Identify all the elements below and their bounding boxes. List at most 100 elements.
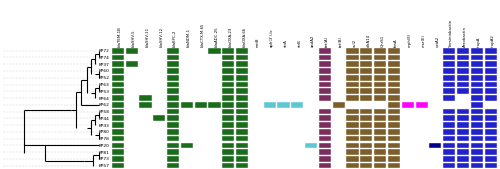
Bar (236, 163, 248, 168)
Bar (360, 109, 372, 114)
Bar (222, 48, 234, 54)
Bar (167, 88, 179, 94)
Bar (236, 75, 248, 81)
Bar (360, 122, 372, 128)
Bar (360, 68, 372, 74)
Bar (443, 88, 456, 94)
Bar (388, 75, 400, 81)
Bar (112, 88, 124, 94)
Bar (416, 102, 428, 108)
Bar (112, 115, 124, 121)
Bar (236, 156, 248, 162)
Bar (457, 61, 469, 67)
Bar (374, 82, 386, 87)
Bar (388, 129, 400, 135)
Bar (388, 102, 400, 108)
Bar (457, 136, 469, 141)
Bar (167, 129, 179, 135)
Bar (374, 75, 386, 81)
Bar (470, 82, 483, 87)
Bar (360, 55, 372, 60)
Bar (470, 75, 483, 81)
Bar (374, 122, 386, 128)
Bar (319, 75, 331, 81)
Bar (319, 149, 331, 155)
Bar (484, 48, 496, 54)
Bar (222, 88, 234, 94)
Bar (319, 142, 331, 148)
Bar (457, 109, 469, 114)
Bar (222, 163, 234, 168)
Bar (484, 88, 496, 94)
Bar (112, 48, 124, 54)
Bar (470, 55, 483, 60)
Bar (470, 61, 483, 67)
Bar (388, 149, 400, 155)
Bar (457, 122, 469, 128)
Bar (470, 129, 483, 135)
Bar (167, 156, 179, 162)
Bar (388, 163, 400, 168)
Bar (457, 68, 469, 74)
Bar (484, 122, 496, 128)
Bar (374, 61, 386, 67)
Bar (457, 88, 469, 94)
Bar (443, 55, 456, 60)
Bar (112, 163, 124, 168)
Bar (236, 88, 248, 94)
Bar (443, 48, 456, 54)
Bar (360, 48, 372, 54)
Bar (222, 109, 234, 114)
Bar (484, 149, 496, 155)
Bar (112, 61, 124, 67)
Bar (360, 88, 372, 94)
Bar (319, 122, 331, 128)
Bar (346, 163, 358, 168)
Bar (236, 102, 248, 108)
Bar (374, 156, 386, 162)
Bar (236, 129, 248, 135)
Bar (388, 115, 400, 121)
Bar (443, 129, 456, 135)
Bar (319, 82, 331, 87)
Bar (236, 142, 248, 148)
Bar (319, 136, 331, 141)
Bar (236, 55, 248, 60)
Bar (222, 102, 234, 108)
Bar (222, 95, 234, 101)
Bar (167, 61, 179, 67)
Bar (374, 95, 386, 101)
Bar (457, 129, 469, 135)
Bar (167, 163, 179, 168)
Bar (112, 95, 124, 101)
Bar (388, 136, 400, 141)
Bar (388, 109, 400, 114)
Bar (222, 68, 234, 74)
Bar (167, 115, 179, 121)
Bar (167, 95, 179, 101)
Bar (194, 102, 207, 108)
Bar (470, 149, 483, 155)
Bar (346, 88, 358, 94)
Bar (360, 129, 372, 135)
Bar (388, 122, 400, 128)
Bar (236, 109, 248, 114)
Bar (360, 163, 372, 168)
Bar (360, 156, 372, 162)
Bar (443, 142, 456, 148)
Bar (374, 48, 386, 54)
Bar (167, 142, 179, 148)
Bar (470, 68, 483, 74)
Bar (402, 102, 414, 108)
Bar (140, 95, 151, 101)
Bar (457, 163, 469, 168)
Bar (484, 95, 496, 101)
Bar (374, 88, 386, 94)
Bar (388, 48, 400, 54)
Bar (319, 88, 331, 94)
Bar (484, 115, 496, 121)
Bar (374, 109, 386, 114)
Bar (388, 95, 400, 101)
Bar (360, 82, 372, 87)
Bar (374, 115, 386, 121)
